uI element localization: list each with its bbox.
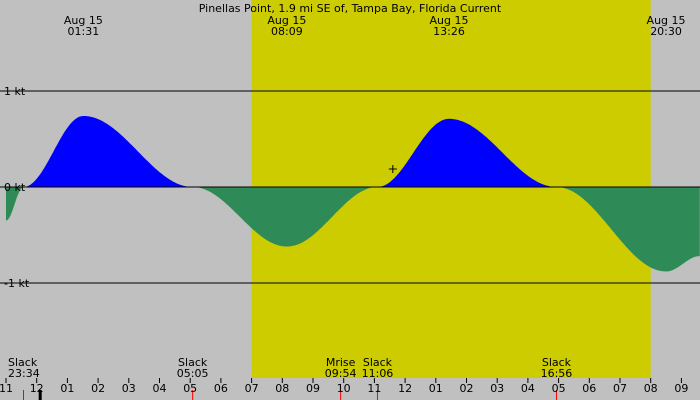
x-tick-label: 01 [429,382,443,395]
x-tick-label: 12 [398,382,412,395]
bottom-event-time: 05:05 [177,367,209,380]
x-tick-label: 07 [245,382,259,395]
bottom-event-time: 11:06 [362,367,394,380]
top-event-time: 20:30 [650,25,682,38]
x-tick-label: 03 [490,382,504,395]
x-tick-label: 03 [122,382,136,395]
x-tick-label: 04 [153,382,167,395]
x-tick-label: 12 [30,382,44,395]
x-tick-label: 02 [460,382,474,395]
bottom-event-time: 16:56 [541,367,573,380]
top-event-date: Aug 15 [267,14,306,27]
top-event-time: 08:09 [271,25,303,38]
bottom-event-time: 23:34 [8,367,40,380]
x-tick-label: 04 [521,382,535,395]
x-tick-label: 08 [644,382,658,395]
x-tick-label: 11 [0,382,13,395]
flood-area-1 [24,116,193,187]
ebb-area-2 [192,187,378,247]
x-tick-label: 07 [613,382,627,395]
x-tick-label: 02 [91,382,105,395]
x-tick-label: 05 [183,382,197,395]
x-tick-label: 06 [582,382,596,395]
top-event-date: Aug 15 [430,14,469,27]
ebb-area-4 [556,187,700,272]
bottom-event-name: Slack [363,356,393,369]
bottom-event-time: 09:54 [325,367,357,380]
x-tick-label: 09 [306,382,320,395]
y-tick-label: 0 kt [4,181,26,194]
x-tick-label: 10 [337,382,351,395]
x-tick-label: 01 [60,382,74,395]
x-tick-label: 11 [367,382,381,395]
x-tick-label: 08 [275,382,289,395]
top-event-date: Aug 15 [647,14,686,27]
bottom-event-name: Mrise [326,356,356,369]
x-tick-label: 05 [552,382,566,395]
flood-area-3 [377,118,557,187]
x-tick-label: 09 [674,382,688,395]
y-tick-label: 1 kt [4,85,26,98]
x-tick-label: 06 [214,382,228,395]
chart-title: Pinellas Point, 1.9 mi SE of, Tampa Bay,… [199,2,502,15]
top-event-date: Aug 15 [64,14,103,27]
bottom-event-name: Slack [542,356,572,369]
bottom-event-name: Slack [8,356,38,369]
y-tick-label: -1 kt [4,277,30,290]
now-time-tick [38,390,42,400]
ebb-area-0 [6,187,24,221]
top-event-time: 01:31 [68,25,100,38]
bottom-event-name: Slack [178,356,208,369]
top-event-time: 13:26 [433,25,465,38]
